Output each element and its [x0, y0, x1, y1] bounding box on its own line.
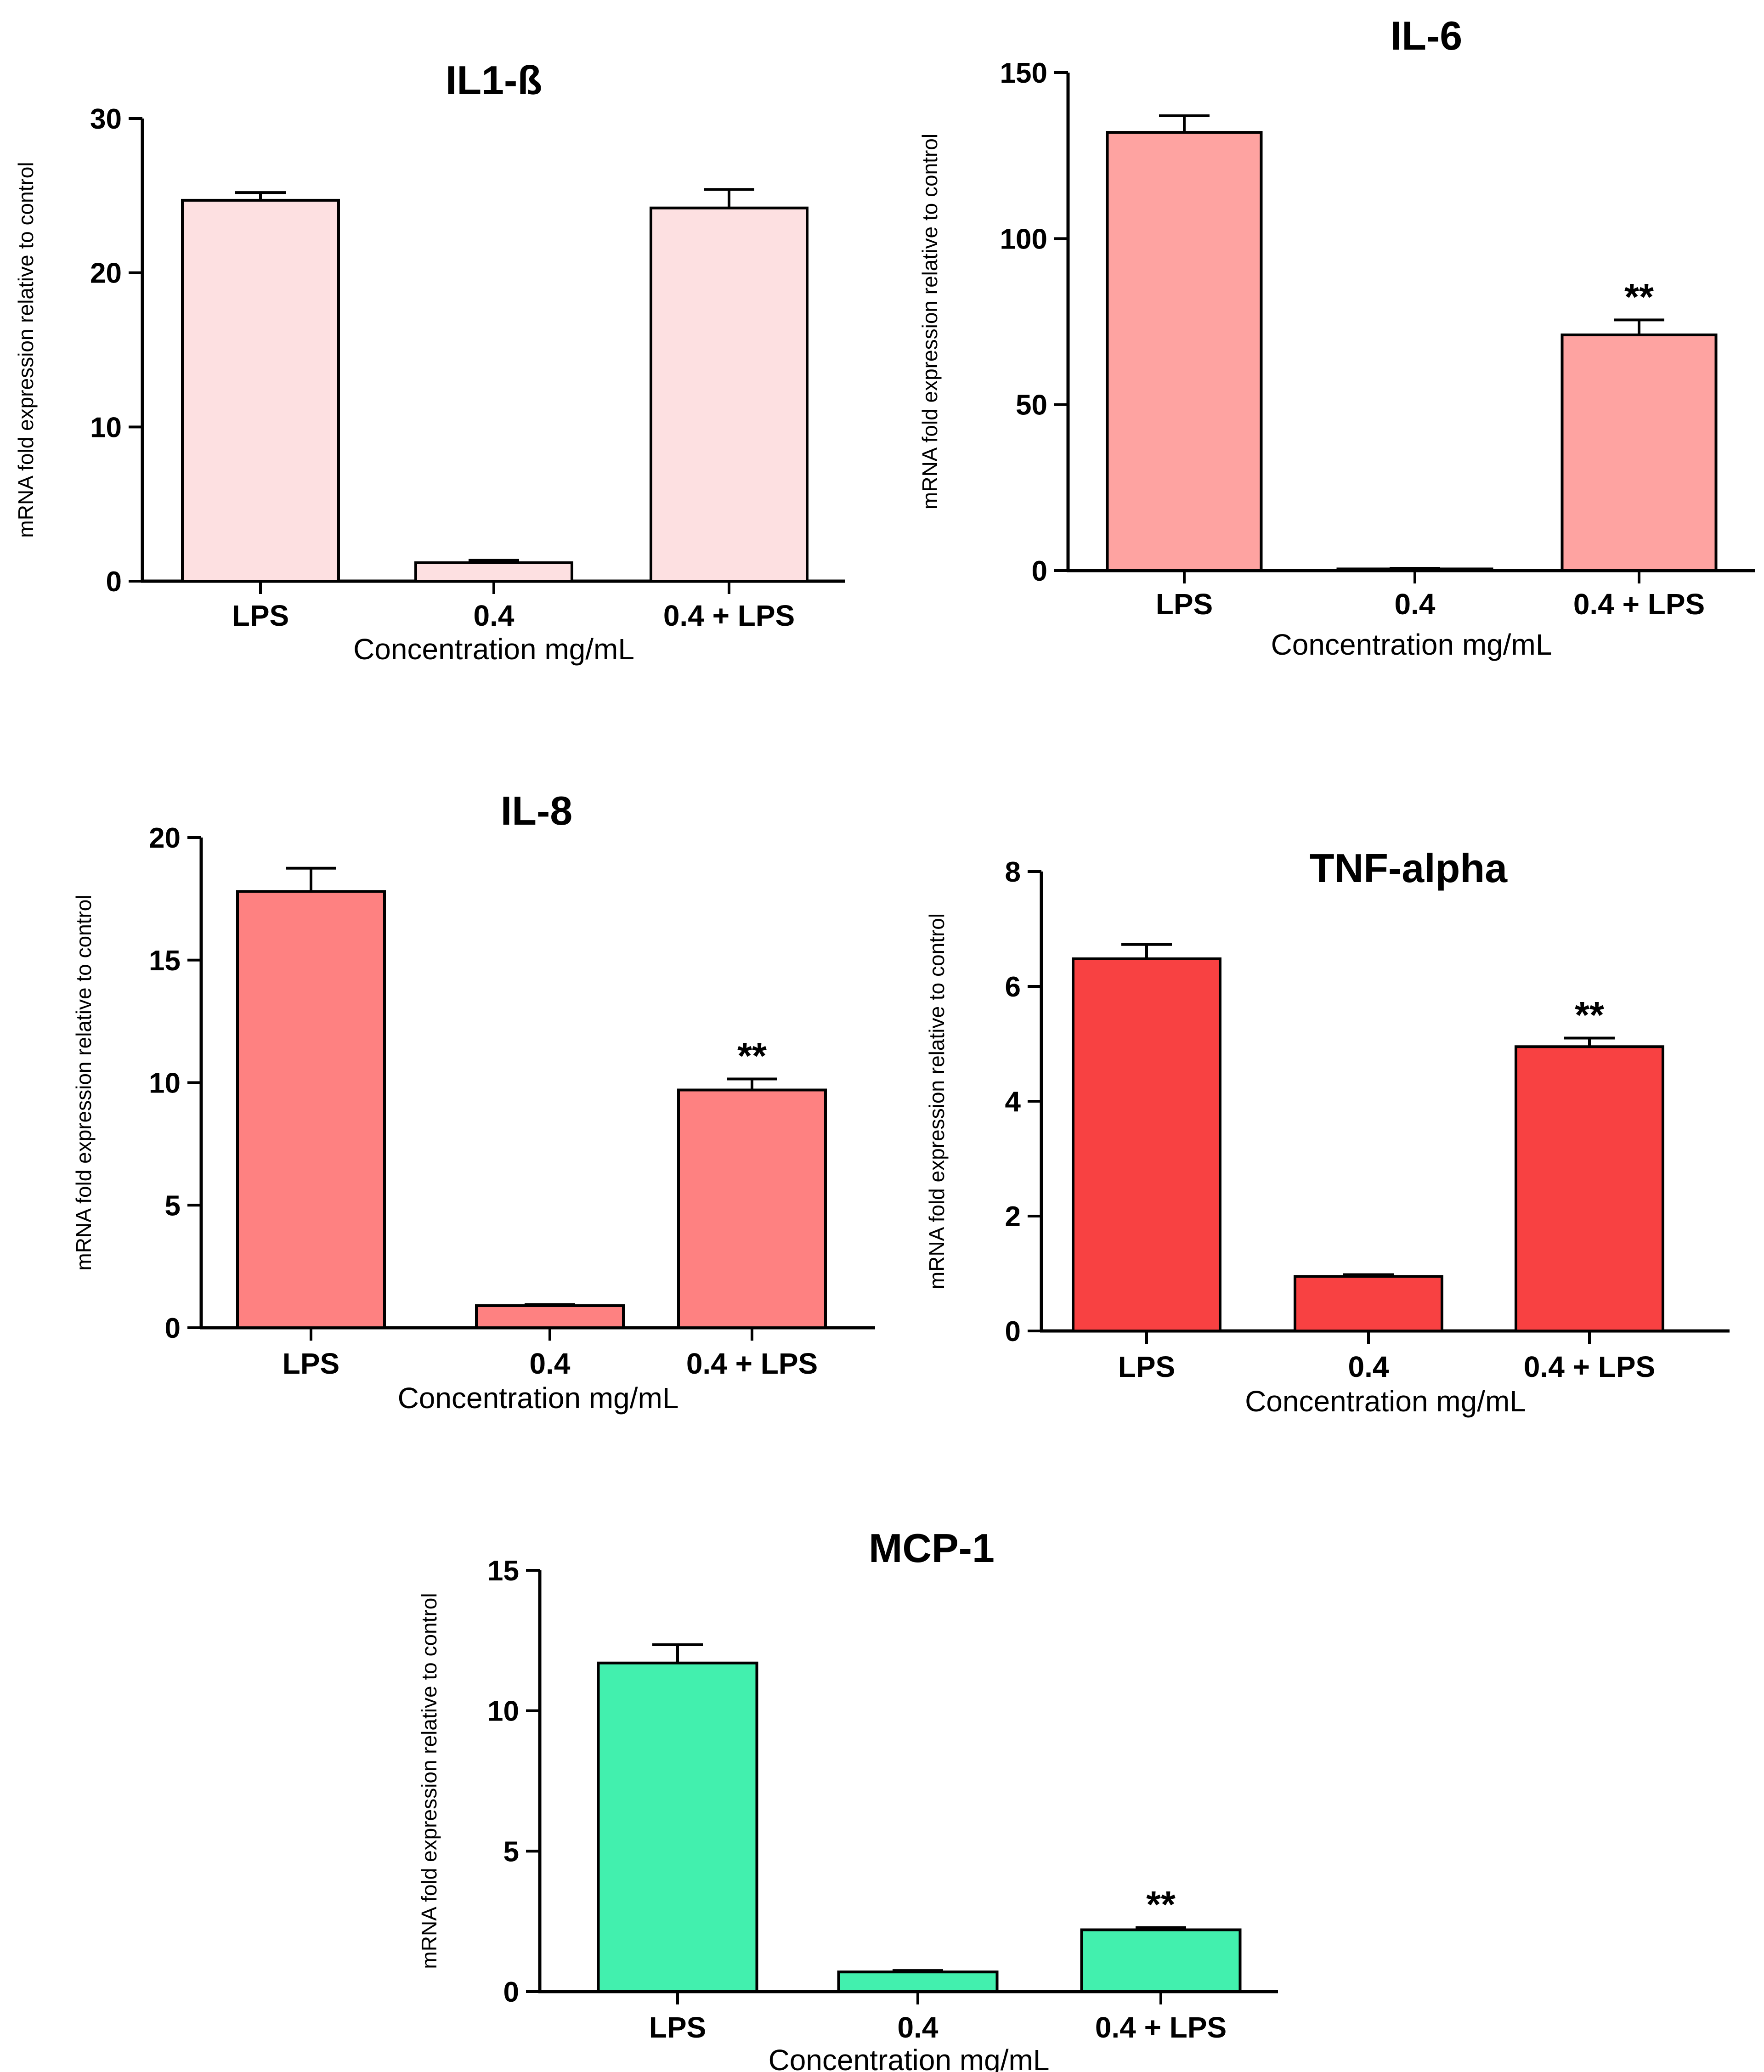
chart-3-bar-3 — [677, 1088, 827, 1329]
chart-1-y-tick-label: 20 — [90, 258, 122, 289]
chart-3-category-label: LPS — [283, 1347, 339, 1380]
chart-1-y-axis-title: mRNA fold expression relative to control — [14, 162, 38, 538]
chart-1-title: IL1-ß — [446, 57, 542, 103]
chart-4-y-tick-label: 4 — [1005, 1086, 1021, 1118]
chart-1-y-tick-label: 10 — [90, 412, 122, 443]
chart-3-bar-2 — [475, 1304, 625, 1330]
chart-4-bar-2 — [1294, 1275, 1443, 1332]
chart-3-title: IL-8 — [501, 788, 572, 833]
chart-2-y-tick-label: 0 — [1032, 555, 1047, 587]
chart-3-y-axis-title: mRNA fold expression relative to control — [72, 894, 96, 1270]
chart-2-y-tick-label: 100 — [1000, 223, 1047, 255]
chart-5-y-tick-label: 0 — [503, 1976, 519, 2008]
chart-3-y-tick-label: 5 — [165, 1190, 181, 1222]
chart-2-y-tick-label: 50 — [1016, 390, 1047, 421]
chart-4-title: TNF-alpha — [1310, 845, 1508, 891]
chart-2-bar-2 — [1336, 567, 1493, 572]
chart-3-significance-label: ** — [737, 1035, 767, 1077]
chart-2-x-axis-title: Concentration mg/mL — [1271, 628, 1552, 661]
chart-5-y-axis-title: mRNA fold expression relative to control — [417, 1593, 441, 1969]
chart-1-y-tick-label: 0 — [106, 566, 122, 598]
chart-5-category-label: 0.4 + LPS — [1095, 2011, 1227, 2044]
chart-2-bar-1 — [1106, 131, 1263, 572]
chart-2-category-label: LPS — [1156, 588, 1213, 621]
chart-1-category-label: LPS — [232, 599, 289, 632]
chart-2-y-axis-title: mRNA fold expression relative to control — [918, 134, 942, 510]
chart-4-category-label: LPS — [1118, 1350, 1175, 1383]
chart-5-y-tick-label: 10 — [487, 1696, 519, 1727]
chart-2-y-tick-label: 150 — [1000, 57, 1047, 89]
chart-5-x-axis-title: Concentration mg/mL — [769, 2044, 1050, 2072]
chart-5-bar-1 — [597, 1661, 758, 1993]
chart-3-y-tick-label: 20 — [149, 822, 181, 854]
chart-2-significance-label: ** — [1624, 276, 1654, 318]
chart-3-y-tick-label: 0 — [165, 1313, 181, 1344]
chart-4-significance-label: ** — [1575, 995, 1604, 1036]
chart-3-x-axis-title: Concentration mg/mL — [398, 1381, 679, 1415]
chart-5-title: MCP-1 — [869, 1525, 995, 1571]
chart-1-bar-3 — [650, 206, 808, 583]
chart-1-category-label: 0.4 + LPS — [663, 599, 795, 632]
chart-5-bar-2 — [837, 1970, 999, 1993]
chart-4-category-label: 0.4 — [1348, 1350, 1389, 1383]
chart-5-category-label: 0.4 — [898, 2011, 939, 2044]
chart-2-category-label: 0.4 + LPS — [1573, 588, 1705, 621]
chart-4-y-tick-label: 0 — [1005, 1316, 1021, 1347]
chart-3-bar-1 — [236, 890, 386, 1329]
chart-4-y-axis-title: mRNA fold expression relative to control — [925, 913, 949, 1289]
chart-1-bar-2 — [414, 561, 573, 583]
chart-1-x-axis-title: Concentration mg/mL — [353, 633, 634, 666]
chart-4-y-tick-label: 6 — [1005, 971, 1021, 1003]
chart-5-y-tick-label: 5 — [503, 1836, 519, 1868]
chart-1-bar-1 — [181, 198, 340, 583]
chart-2-bar-3 — [1560, 333, 1718, 572]
chart-5-significance-label: ** — [1146, 1884, 1176, 1926]
chart-5-category-label: LPS — [649, 2011, 706, 2044]
chart-2-title: IL-6 — [1391, 13, 1462, 58]
chart-4-y-tick-label: 2 — [1005, 1201, 1021, 1233]
chart-4-y-tick-label: 8 — [1005, 856, 1021, 888]
chart-4-category-label: 0.4 + LPS — [1524, 1350, 1655, 1383]
chart-3-category-label: 0.4 + LPS — [686, 1347, 818, 1380]
chart-4-bar-1 — [1072, 957, 1221, 1332]
chart-2-category-label: 0.4 — [1395, 588, 1436, 621]
chart-3-category-label: 0.4 — [530, 1347, 571, 1380]
chart-5-y-tick-label: 15 — [487, 1555, 519, 1587]
chart-3-y-tick-label: 10 — [149, 1068, 181, 1099]
chart-5-bar-3 — [1080, 1928, 1242, 1993]
chart-3-y-tick-label: 15 — [149, 945, 181, 977]
chart-4-x-axis-title: Concentration mg/mL — [1245, 1385, 1526, 1418]
chart-1-category-label: 0.4 — [474, 599, 514, 632]
chart-1-y-tick-label: 30 — [90, 103, 122, 135]
chart-4-bar-3 — [1515, 1045, 1664, 1332]
